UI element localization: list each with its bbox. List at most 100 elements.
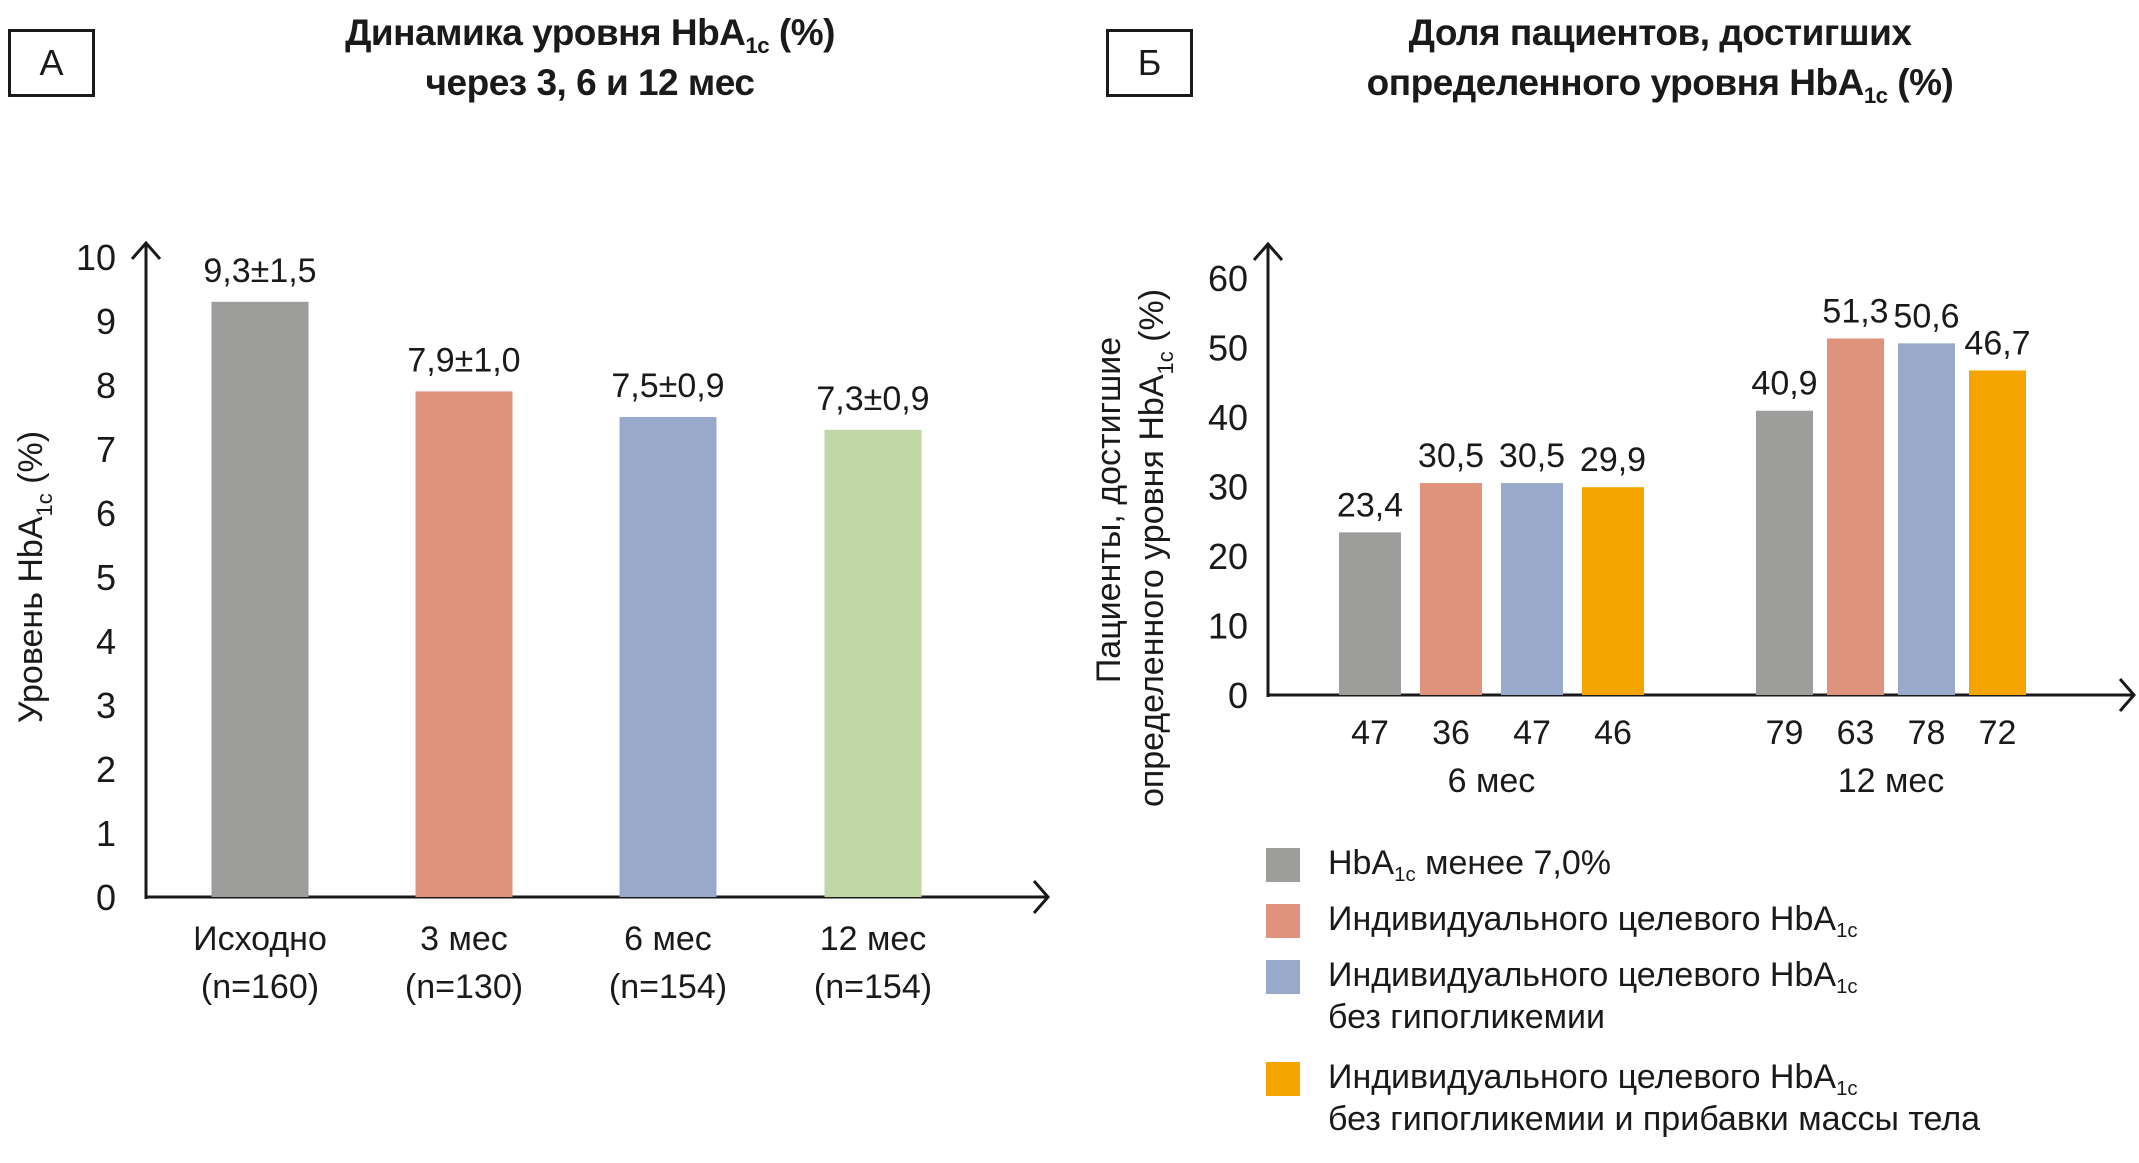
legend-item: HbA1c менее 7,0% xyxy=(1266,842,2126,887)
legend-label: Индивидуального целевого HbA1c без гипогл… xyxy=(1328,1058,1981,1138)
legend-swatch xyxy=(1266,904,1300,938)
bar xyxy=(824,429,922,897)
bar xyxy=(1756,410,1813,695)
chart-b-title-text: определенного уровня HbA xyxy=(1366,62,1865,103)
panel-a-letter: А xyxy=(39,42,64,83)
y-axis-arrow-icon xyxy=(1252,241,1284,261)
x-axis-arrow-icon xyxy=(2118,678,2136,712)
chart-b-title: Доля пациентов, достигших определенного … xyxy=(1250,8,2070,108)
y-tick-label: 60 xyxy=(1208,258,1248,299)
y-tick-label: 7 xyxy=(96,429,116,470)
legend-item: Индивидуального целевого HbA1c без гипогл… xyxy=(1266,1056,2126,1140)
chart-a-title-text: Динамика уровня HbA xyxy=(345,12,746,53)
panel-b-letter: Б xyxy=(1137,42,1162,83)
y-tick-label: 10 xyxy=(1208,606,1248,647)
bar-value-label: 23,4 xyxy=(1337,486,1403,524)
chart-a-title-sub: 1c xyxy=(745,32,770,58)
panel-a-label: А xyxy=(8,29,95,97)
category-n-label: (n=160) xyxy=(201,968,319,1006)
legend-swatch xyxy=(1266,848,1300,882)
legend-label: HbA1c менее 7,0% xyxy=(1328,844,1611,887)
chart-b-legend: HbA1c менее 7,0% Индивидуального целевого… xyxy=(1266,842,2126,1154)
bar-value-label: 7,3±0,9 xyxy=(816,380,929,418)
chart-b-ylabel-sub: 1c xyxy=(1153,351,1178,374)
bar-value-label: 50,6 xyxy=(1893,297,1959,335)
category-n-label: (n=154) xyxy=(609,968,727,1006)
category-n-label: (n=154) xyxy=(814,968,932,1006)
chart-a-ylabel-unit: (%) xyxy=(12,431,50,493)
y-tick-label: 50 xyxy=(1208,328,1248,369)
panel-b-label: Б xyxy=(1106,29,1193,97)
bar xyxy=(1501,483,1563,695)
y-tick-label: 9 xyxy=(96,301,116,342)
bar-value-label: 40,9 xyxy=(1751,365,1817,403)
category-label: 3 мес xyxy=(420,920,508,958)
bar-value-label: 29,9 xyxy=(1580,441,1646,479)
chart-b-ylabel-line1: Пациенты, достигшие xyxy=(1090,337,1128,683)
y-tick-label: 40 xyxy=(1208,397,1248,438)
chart-b: 0 10 20 30 40 50 60 23,4 47 30,5 36 30,5 47 29,9 46 6 м… xyxy=(1208,241,2136,800)
chart-a-ylabel: Уровень HbA1c (%) xyxy=(12,431,57,723)
chart-a-title-unit: (%) xyxy=(769,12,836,53)
y-tick-label: 30 xyxy=(1208,467,1248,508)
bar-value-label: 30,5 xyxy=(1418,437,1484,475)
n-label: 36 xyxy=(1432,714,1470,752)
legend-label: Индивидуального целевого HbA1c без гипогл… xyxy=(1328,956,1858,1036)
chart-a-title-line2: через 3, 6 и 12 мес xyxy=(425,62,755,103)
legend-item: Индивидуального целевого HbA1c xyxy=(1266,898,2126,943)
legend-item: Индивидуального целевого HbA1c без гипогл… xyxy=(1266,954,2126,1038)
x-axis-arrow-icon xyxy=(1032,880,1050,914)
chart-a: 0 1 2 3 4 5 6 7 8 9 10 9,3±1,5 Исходно (n=160) 7,9±1,0… xyxy=(76,237,1050,1006)
bar xyxy=(1827,338,1884,695)
chart-a-ylabel-text: Уровень HbA xyxy=(12,516,50,723)
n-label: 79 xyxy=(1766,714,1804,752)
y-tick-label: 1 xyxy=(96,813,116,854)
n-label: 72 xyxy=(1979,714,2017,752)
bar xyxy=(1420,483,1482,695)
y-tick-label: 8 xyxy=(96,365,116,406)
n-label: 47 xyxy=(1513,714,1551,752)
y-tick-label: 5 xyxy=(96,557,116,598)
y-tick-label: 20 xyxy=(1208,536,1248,577)
bar-value-label: 7,5±0,9 xyxy=(611,367,724,405)
category-label: 12 мес xyxy=(820,920,927,958)
bar xyxy=(1582,487,1644,695)
n-label: 47 xyxy=(1351,714,1389,752)
n-label: 63 xyxy=(1837,714,1875,752)
group-label: 6 мес xyxy=(1448,762,1536,800)
legend-swatch xyxy=(1266,1062,1300,1096)
bar xyxy=(415,391,513,897)
bar-value-label: 9,3±1,5 xyxy=(203,252,316,290)
chart-b-ylabel-unit: (%) xyxy=(1133,289,1171,351)
category-label: 6 мес xyxy=(624,920,712,958)
chart-a-title: Динамика уровня HbA1c (%) через 3, 6 и 1… xyxy=(180,8,1000,108)
y-tick-label: 10 xyxy=(76,237,116,278)
bar xyxy=(619,417,717,897)
bar-value-label: 7,9±1,0 xyxy=(407,341,520,379)
y-tick-label: 3 xyxy=(96,685,116,726)
y-axis-arrow-icon xyxy=(130,240,162,260)
chart-a-ylabel-sub: 1c xyxy=(32,493,57,516)
bar xyxy=(1339,532,1401,695)
n-label: 46 xyxy=(1594,714,1632,752)
chart-b-ylabel-line2: определенного уровня HbA1c (%) xyxy=(1133,289,1178,807)
y-tick-label: 4 xyxy=(96,621,116,662)
bar xyxy=(1898,343,1955,695)
bar xyxy=(211,301,309,897)
group-label: 12 мес xyxy=(1838,762,1945,800)
category-n-label: (n=130) xyxy=(405,968,523,1006)
bar-value-label: 51,3 xyxy=(1822,292,1888,330)
bar-value-label: 46,7 xyxy=(1964,324,2030,362)
chart-b-title-line1: Доля пациентов, достигших xyxy=(1408,12,1912,53)
chart-b-ylabel-text: определенного уровня HbA xyxy=(1133,374,1171,807)
legend-swatch xyxy=(1266,960,1300,994)
y-tick-label: 6 xyxy=(96,493,116,534)
y-tick-label: 0 xyxy=(96,877,116,918)
chart-b-title-unit: (%) xyxy=(1887,62,1954,103)
y-tick-label: 2 xyxy=(96,749,116,790)
y-tick-label: 0 xyxy=(1228,675,1248,716)
bar-value-label: 30,5 xyxy=(1499,437,1565,475)
legend-label: Индивидуального целевого HbA1c xyxy=(1328,900,1858,943)
n-label: 78 xyxy=(1908,714,1946,752)
